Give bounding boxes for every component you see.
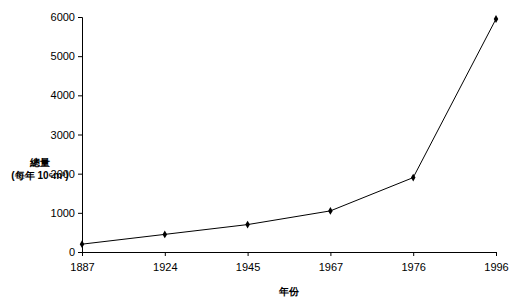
y-tick-mark [78, 135, 82, 136]
y-tick-mark [78, 252, 82, 253]
data-point [245, 221, 250, 229]
y-tick-mark [78, 95, 82, 96]
plot-area [80, 15, 499, 248]
data-point [494, 15, 499, 23]
x-tick: 1945 [236, 252, 260, 273]
y-tick-mark [78, 56, 82, 57]
y-tick: 5000 [51, 50, 82, 62]
data-line [82, 19, 496, 244]
x-tick: 1887 [70, 252, 94, 273]
y-tick: 0 [69, 246, 82, 258]
x-tick-mark [165, 252, 166, 256]
y-tick: 4000 [51, 89, 82, 101]
y-tick-label: 6000 [51, 11, 75, 23]
y-tick-label: 3000 [51, 129, 75, 141]
data-point [328, 207, 333, 215]
y-tick: 1000 [51, 207, 82, 219]
y-tick-label: 1000 [51, 207, 75, 219]
x-tick: 1924 [153, 252, 177, 273]
x-axis-title: 年份 [278, 286, 300, 297]
x-tick-mark [330, 252, 331, 256]
y-axis-title-line: 總量 [29, 157, 50, 168]
x-tick-mark [413, 252, 414, 256]
y-tick: 6000 [51, 11, 82, 23]
x-tick-mark [248, 252, 249, 256]
x-tick-mark [82, 252, 83, 256]
x-tick: 1967 [319, 252, 343, 273]
data-point [163, 230, 168, 238]
data-point [411, 174, 416, 182]
y-axis-title-line: (每年 10⁶m³) [11, 170, 68, 181]
y-tick: 3000 [51, 129, 82, 141]
x-axis: 1887 1924 1945 1967 1976 1996 [70, 252, 508, 273]
y-axis: 0100020003000400050006000 [51, 11, 83, 258]
y-tick-label: 0 [69, 246, 75, 258]
y-tick-mark [78, 213, 82, 214]
y-axis-title: 總量 (每年 10⁶m³) [11, 157, 68, 181]
x-tick: 1976 [401, 252, 425, 273]
x-tick-label: 1976 [401, 261, 425, 273]
x-tick-label: 1996 [484, 261, 508, 273]
x-tick-label: 1887 [70, 261, 94, 273]
y-tick-label: 5000 [51, 50, 75, 62]
x-tick-label: 1967 [319, 261, 343, 273]
y-tick-mark [78, 17, 82, 18]
y-axis-line [78, 18, 83, 253]
y-tick-mark [78, 174, 82, 175]
x-axis-line [83, 253, 497, 257]
x-tick-label: 1924 [153, 261, 177, 273]
chart: 0100020003000400050006000188719241945196… [0, 0, 525, 305]
x-tick-mark [496, 252, 497, 256]
x-tick-label: 1945 [236, 261, 260, 273]
x-tick: 1996 [484, 252, 508, 273]
data-point [80, 240, 85, 248]
y-tick-label: 4000 [51, 89, 75, 101]
